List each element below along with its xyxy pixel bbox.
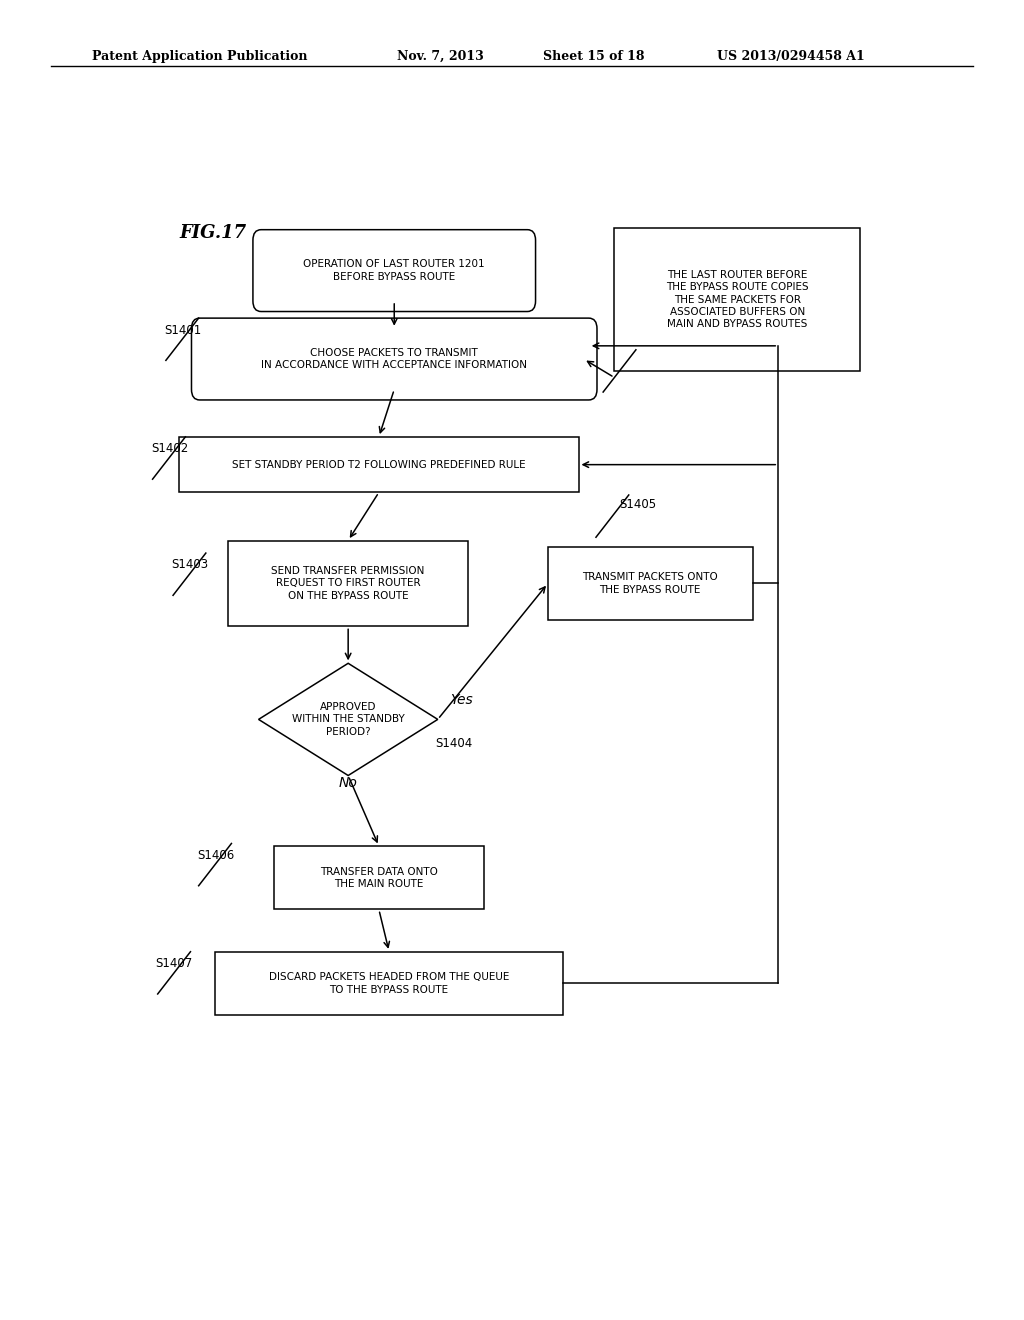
- Text: SEND TRANSFER PERMISSION
REQUEST TO FIRST ROUTER
ON THE BYPASS ROUTE: SEND TRANSFER PERMISSION REQUEST TO FIRS…: [271, 566, 425, 601]
- Text: Nov. 7, 2013: Nov. 7, 2013: [397, 50, 484, 63]
- Text: SET STANDBY PERIOD T2 FOLLOWING PREDEFINED RULE: SET STANDBY PERIOD T2 FOLLOWING PREDEFIN…: [232, 459, 525, 470]
- Text: Patent Application Publication: Patent Application Publication: [92, 50, 307, 63]
- FancyBboxPatch shape: [274, 846, 484, 909]
- Text: S1405: S1405: [620, 498, 656, 511]
- Text: S1406: S1406: [198, 849, 234, 862]
- Text: FIG.17: FIG.17: [179, 224, 247, 243]
- FancyBboxPatch shape: [228, 541, 469, 626]
- Text: OPERATION OF LAST ROUTER 1201
BEFORE BYPASS ROUTE: OPERATION OF LAST ROUTER 1201 BEFORE BYP…: [303, 260, 485, 281]
- Text: S1402: S1402: [152, 442, 188, 455]
- Text: TRANSMIT PACKETS ONTO
THE BYPASS ROUTE: TRANSMIT PACKETS ONTO THE BYPASS ROUTE: [583, 573, 718, 594]
- Text: US 2013/0294458 A1: US 2013/0294458 A1: [717, 50, 864, 63]
- Text: Yes: Yes: [451, 693, 473, 706]
- Text: S1403: S1403: [171, 558, 208, 572]
- Text: APPROVED
WITHIN THE STANDBY
PERIOD?: APPROVED WITHIN THE STANDBY PERIOD?: [292, 702, 404, 737]
- FancyBboxPatch shape: [179, 437, 579, 492]
- Text: No: No: [339, 776, 357, 789]
- FancyBboxPatch shape: [215, 952, 563, 1015]
- Text: S1401: S1401: [164, 323, 201, 337]
- Text: CHOOSE PACKETS TO TRANSMIT
IN ACCORDANCE WITH ACCEPTANCE INFORMATION: CHOOSE PACKETS TO TRANSMIT IN ACCORDANCE…: [261, 348, 527, 370]
- Polygon shape: [259, 663, 438, 776]
- Text: DISCARD PACKETS HEADED FROM THE QUEUE
TO THE BYPASS ROUTE: DISCARD PACKETS HEADED FROM THE QUEUE TO…: [269, 973, 509, 994]
- Text: TRANSFER DATA ONTO
THE MAIN ROUTE: TRANSFER DATA ONTO THE MAIN ROUTE: [319, 867, 438, 888]
- FancyBboxPatch shape: [253, 230, 536, 312]
- FancyBboxPatch shape: [614, 228, 860, 371]
- Text: S1407: S1407: [156, 957, 193, 970]
- Text: Sheet 15 of 18: Sheet 15 of 18: [543, 50, 644, 63]
- FancyBboxPatch shape: [548, 546, 753, 619]
- FancyBboxPatch shape: [191, 318, 597, 400]
- Text: S1404: S1404: [435, 737, 472, 750]
- Text: THE LAST ROUTER BEFORE
THE BYPASS ROUTE COPIES
THE SAME PACKETS FOR
ASSOCIATED B: THE LAST ROUTER BEFORE THE BYPASS ROUTE …: [666, 269, 809, 330]
